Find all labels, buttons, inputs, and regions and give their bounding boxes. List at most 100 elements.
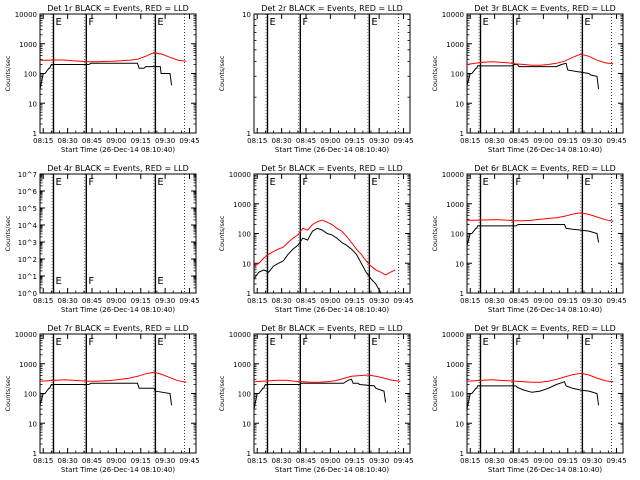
y-tick-label: 10: [242, 260, 251, 268]
marker-label: E: [584, 17, 590, 28]
marker-label: F: [515, 17, 521, 28]
x-tick-label: 09:45: [606, 297, 626, 305]
y-axis-label: Counts/sec: [4, 55, 12, 91]
y-tick-label: 10^2: [18, 256, 37, 264]
x-axis-label: Start Time (26-Dec-14 08:10:40): [488, 466, 602, 474]
detector-panel-6: Det 6r BLACK = Events, RED = LLD Counts/s…: [431, 164, 627, 314]
y-tick-label: 10: [28, 420, 37, 428]
x-tick-label: 09:00: [106, 297, 126, 305]
x-tick-label: 09:30: [582, 457, 602, 465]
detector-panel-2: Det 2r BLACK = Events, RED = LLD Counts/s…: [218, 4, 414, 154]
x-tick-label: 09:15: [558, 297, 578, 305]
events-series-line: [466, 381, 600, 410]
y-axis-label: Counts/sec: [218, 215, 226, 251]
x-tick-label: 08:45: [296, 297, 316, 305]
marker-label: E: [269, 177, 275, 188]
x-tick-label: 09:15: [345, 457, 365, 465]
x-tick-label: 09:45: [179, 137, 199, 145]
x-tick-label: 09:30: [369, 137, 389, 145]
x-tick-label: 09:00: [533, 137, 553, 145]
marker-label: E: [269, 337, 275, 348]
x-tick-label: 09:00: [533, 457, 553, 465]
x-tick-label: 08:30: [58, 137, 78, 145]
x-tick-label: 09:15: [131, 137, 151, 145]
lld-series-line: [253, 374, 401, 383]
y-tick-label: 100: [451, 391, 464, 399]
y-tick-label: 1: [33, 450, 37, 458]
y-tick-label: 10^4: [18, 222, 38, 230]
detector-panel-5: Det 5r BLACK = Events, RED = LLD Counts/s…: [218, 164, 414, 314]
marker-label: E: [482, 17, 488, 28]
y-tick-label: 100: [238, 391, 251, 399]
y-axis-label: Counts/sec: [4, 375, 12, 411]
y-tick-label: 10000: [229, 171, 251, 179]
y-axis-label: Counts/sec: [431, 55, 439, 91]
y-tick-label: 10000: [229, 331, 251, 339]
y-axis-label: Counts/sec: [218, 55, 226, 91]
marker-label: E: [157, 337, 163, 348]
x-tick-label: 08:15: [460, 457, 480, 465]
panel-title: Det 4r BLACK = Events, RED = LLD: [47, 164, 189, 173]
y-tick-label: 10: [242, 11, 251, 19]
x-tick-label: 09:30: [155, 297, 175, 305]
lld-series-line: [253, 219, 396, 276]
y-tick-label: 10000: [442, 171, 464, 179]
x-axis-label: Start Time (26-Dec-14 08:10:40): [275, 466, 389, 474]
x-tick-label: 08:15: [247, 457, 267, 465]
x-tick-label: 08:15: [247, 297, 267, 305]
x-tick-label: 08:45: [296, 137, 316, 145]
y-tick-label: 1: [247, 450, 251, 458]
x-tick-label: 08:15: [33, 137, 53, 145]
marker-label: F: [88, 17, 94, 28]
y-tick-label: 1: [33, 130, 37, 138]
panel-title: Det 2r BLACK = Events, RED = LLD: [261, 4, 403, 13]
y-axis-label: Counts/sec: [218, 375, 226, 411]
marker-label: E: [584, 337, 590, 348]
panel-title: Det 1r BLACK = Events, RED = LLD: [47, 4, 189, 13]
x-tick-label: 09:15: [345, 137, 365, 145]
detector-panel-4: Det 4r BLACK = Events, RED = LLD Counts/s…: [4, 164, 200, 314]
y-tick-label: 10^0: [18, 290, 37, 298]
y-tick-label: 1000: [446, 201, 464, 209]
y-tick-label: 10^1: [18, 273, 37, 281]
x-tick-label: 09:15: [558, 457, 578, 465]
detector-panel-8: Det 8r BLACK = Events, RED = LLD Counts/s…: [218, 324, 414, 474]
x-tick-label: 09:15: [345, 297, 365, 305]
x-tick-label: 09:30: [582, 137, 602, 145]
marker-label: E: [371, 177, 377, 188]
y-tick-label: 10^7: [18, 171, 37, 179]
plot-frame: [39, 13, 197, 134]
y-tick-label: 10: [455, 420, 464, 428]
x-tick-label: 09:45: [393, 457, 413, 465]
y-tick-label: 10000: [442, 11, 464, 19]
y-tick-label: 100: [24, 71, 37, 79]
y-tick-label: 10: [28, 100, 37, 108]
x-tick-label: 09:00: [320, 137, 340, 145]
plot-frame: [39, 173, 197, 294]
marker-label: F: [88, 276, 94, 287]
y-tick-label: 1000: [446, 41, 464, 49]
y-axis-label: Counts/sec: [4, 215, 12, 251]
marker-label: E: [55, 177, 61, 188]
panel-title: Det 8r BLACK = Events, RED = LLD: [261, 324, 403, 333]
x-tick-label: 08:30: [272, 137, 292, 145]
marker-label: E: [482, 337, 488, 348]
x-tick-label: 08:30: [272, 457, 292, 465]
detector-panel-7: Det 7r BLACK = Events, RED = LLD Counts/s…: [4, 324, 200, 474]
x-tick-label: 09:45: [393, 297, 413, 305]
x-tick-label: 09:15: [131, 457, 151, 465]
detector-panel-3: Det 3r BLACK = Events, RED = LLD Counts/s…: [431, 4, 627, 154]
panel-title: Det 5r BLACK = Events, RED = LLD: [261, 164, 403, 173]
x-tick-label: 08:30: [58, 457, 78, 465]
marker-label: E: [157, 17, 163, 28]
x-tick-label: 08:45: [509, 137, 529, 145]
y-tick-label: 10: [455, 100, 464, 108]
x-tick-label: 09:00: [106, 137, 126, 145]
y-axis-label: Counts/sec: [431, 375, 439, 411]
events-series-line: [39, 62, 173, 90]
lld-series-line: [466, 372, 614, 383]
x-tick-label: 08:45: [296, 457, 316, 465]
x-tick-label: 08:30: [485, 457, 505, 465]
y-tick-label: 100: [238, 231, 251, 239]
events-series-line: [466, 62, 600, 90]
